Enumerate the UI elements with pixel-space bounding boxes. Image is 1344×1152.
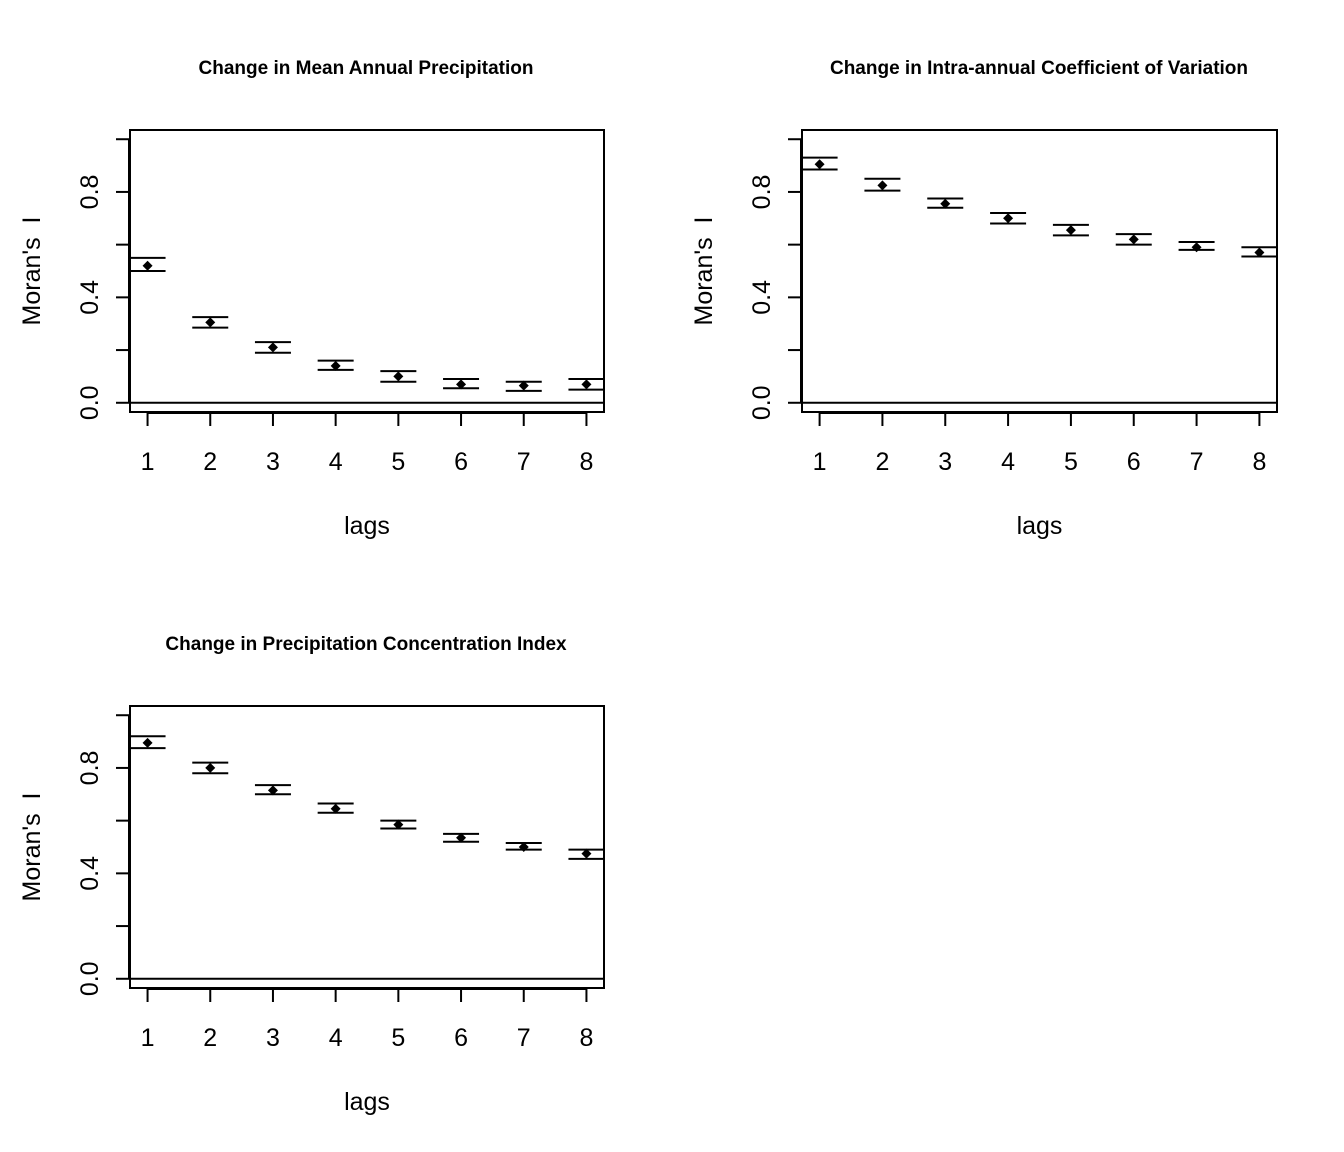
data-point <box>940 198 951 209</box>
data-point <box>581 379 592 390</box>
x-tick-label: 4 <box>329 448 343 476</box>
y-tick-label: 0.8 <box>76 175 104 210</box>
chart-title: Change in Intra-annual Coefficient of Va… <box>830 58 1248 79</box>
x-tick-label: 6 <box>1127 448 1141 476</box>
x-tick-label: 4 <box>329 1024 343 1052</box>
y-tick-label: 0.0 <box>748 385 776 420</box>
x-tick-label: 7 <box>517 448 531 476</box>
x-tick-label: 2 <box>203 448 217 476</box>
x-tick-label: 2 <box>875 448 889 476</box>
x-tick-label: 8 <box>579 1024 593 1052</box>
x-tick-label: 2 <box>203 1024 217 1052</box>
x-tick-label: 3 <box>266 448 280 476</box>
y-tick-label: 0.0 <box>76 385 104 420</box>
y-tick-label: 0.8 <box>76 751 104 786</box>
data-point <box>456 832 467 843</box>
plot-frame <box>129 705 605 989</box>
y-axis-label: Moran's I <box>18 217 46 326</box>
data-point <box>1254 247 1265 258</box>
y-tick-label: 0.8 <box>748 175 776 210</box>
x-axis-label: lags <box>344 512 390 540</box>
data-point <box>393 819 404 830</box>
y-tick-label: 0.0 <box>76 961 104 996</box>
data-point <box>518 380 529 391</box>
x-tick-label: 3 <box>938 448 952 476</box>
data-point <box>142 260 153 271</box>
x-axis-label: lags <box>1017 512 1063 540</box>
chart-panel-1: Change in Mean Annual Precipitation 0.0 0.… <box>18 58 605 540</box>
y-tick-label: 0.4 <box>76 280 104 315</box>
x-tick-label: 3 <box>266 1024 280 1052</box>
data-point <box>142 737 153 748</box>
chart-title: Change in Mean Annual Precipitation <box>199 58 534 79</box>
data-point <box>518 842 529 852</box>
chart-title: Change in Precipitation Concentration In… <box>165 634 567 655</box>
x-axis-label: lags <box>344 1088 390 1116</box>
chart-panel-3: Change in Precipitation Concentration In… <box>18 634 605 1116</box>
chart-panel-2: Change in Intra-annual Coefficient of Va… <box>690 58 1278 540</box>
data-point <box>814 159 825 170</box>
x-tick-label: 5 <box>391 448 405 476</box>
x-tick-label: 5 <box>1064 448 1078 476</box>
data-point <box>393 371 404 382</box>
data-point <box>267 342 278 353</box>
data-point <box>456 379 467 390</box>
x-tick-label: 8 <box>579 448 593 476</box>
data-point <box>205 317 216 328</box>
x-tick-label: 7 <box>1190 448 1204 476</box>
y-axis-label: Moran's I <box>690 217 718 326</box>
data-point <box>1065 225 1076 236</box>
x-tick-label: 4 <box>1001 448 1015 476</box>
x-tick-label: 5 <box>391 1024 405 1052</box>
data-point <box>1128 234 1139 245</box>
x-tick-label: 8 <box>1252 448 1266 476</box>
data-point <box>330 803 341 814</box>
plot-frame <box>129 129 605 413</box>
x-tick-label: 6 <box>454 1024 468 1052</box>
y-tick-label: 0.4 <box>76 856 104 891</box>
data-point <box>267 785 278 796</box>
data-point <box>330 360 341 371</box>
x-tick-label: 1 <box>813 448 827 476</box>
data-point <box>1191 242 1202 253</box>
y-tick-label: 0.4 <box>748 280 776 315</box>
data-point <box>581 848 592 859</box>
y-axis-label: Moran's I <box>18 793 46 902</box>
x-tick-label: 6 <box>454 448 468 476</box>
plot-frame <box>801 129 1278 413</box>
x-tick-label: 7 <box>517 1024 531 1052</box>
data-point <box>877 180 888 191</box>
x-tick-label: 1 <box>141 1024 155 1052</box>
x-tick-label: 1 <box>141 448 155 476</box>
data-point <box>205 762 216 773</box>
data-point <box>1003 213 1014 224</box>
